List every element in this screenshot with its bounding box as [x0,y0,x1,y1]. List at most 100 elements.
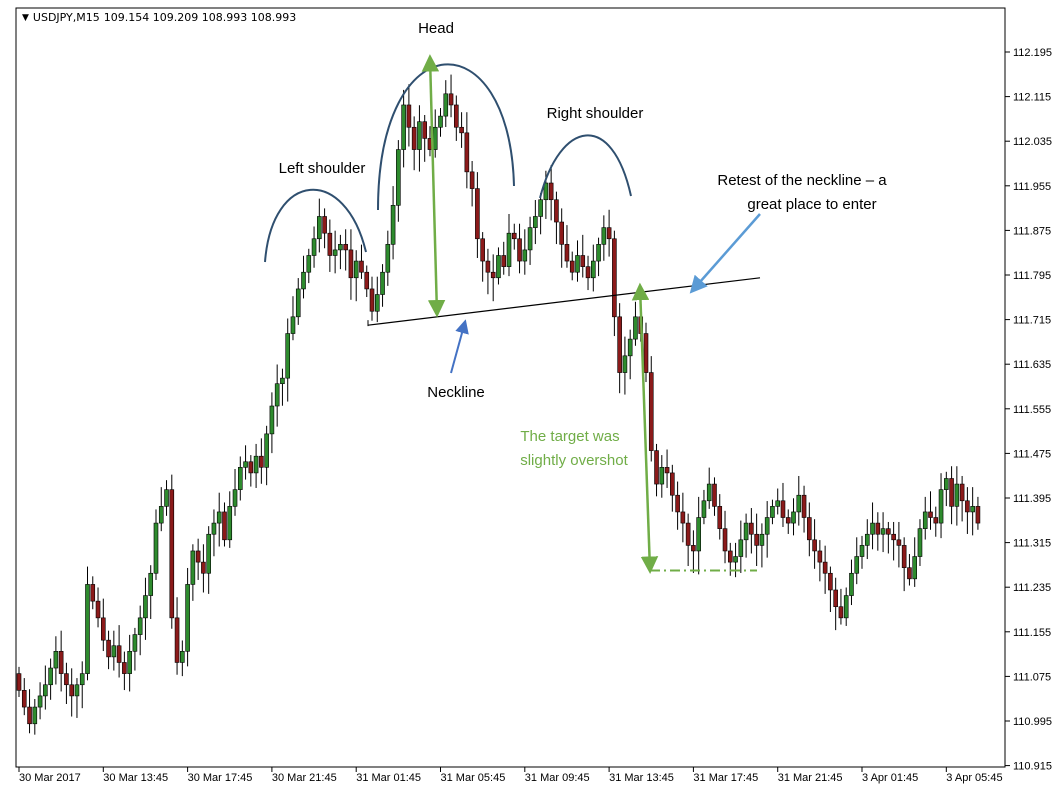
bear-candle-body [801,494,807,518]
y-tick-label: 111.635 [1013,359,1051,371]
bear-candle-body [485,260,491,273]
y-tick-label: 111.395 [1013,493,1051,505]
bear-candle-body [459,126,464,134]
candle [432,109,438,158]
bull-candle-body [633,316,638,340]
bear-candle-body [464,132,470,173]
candle [880,512,886,553]
candle [417,105,422,172]
plot-frame [15,7,1006,768]
bull-candle-body [864,533,870,546]
candle [232,469,238,516]
bear-candle-body [648,372,654,451]
candle [101,598,106,652]
neckline-label: Neckline [427,384,485,401]
candle [743,513,749,558]
bull-candle-body [870,522,875,535]
bull-candle-body [306,255,312,273]
neckline [367,277,761,326]
bear-candle-body [807,517,812,541]
chart-header: ▼ USDJPY,M15 109.154 109.209 108.993 108… [22,11,296,24]
candle [517,223,522,274]
candle [317,198,322,253]
candle [622,336,628,395]
triangle-down-icon[interactable]: ▼ [22,12,29,23]
bull-candle-body [527,227,533,251]
candle [554,191,559,245]
bull-candle-body [53,651,59,669]
candle [32,698,38,735]
bull-candle-body [385,244,391,273]
y-tick-label: 111.795 [1013,270,1051,282]
candle [627,329,633,380]
bear-candle-body [369,288,375,312]
candle [348,229,354,300]
bear-candle-body [343,244,348,251]
bear-candle-body [780,500,786,518]
candle [369,276,375,321]
candle [259,438,264,484]
bull-candle-body [311,238,317,256]
bull-candle-body [591,260,596,279]
candle [680,492,686,543]
y-tick-label: 111.875 [1013,225,1051,237]
bear-candle-body [822,561,828,574]
candle [812,519,817,569]
bull-candle-body [596,244,601,262]
candle [85,566,90,681]
candle [137,605,143,656]
bear-candle-body [875,522,881,535]
candle [764,501,770,558]
bull-candle-body [970,506,975,513]
bull-candle-body [353,260,359,279]
candle [443,80,449,127]
candle [722,510,728,564]
bear-candle-body [58,651,64,674]
candle [954,466,960,526]
bull-candle-body [796,494,802,513]
bull-candle-body [396,149,401,206]
bear-candle-body [833,589,838,608]
candle [406,84,412,147]
left-shoulder-label: Left shoulder [279,160,366,177]
candle [511,223,517,250]
bull-candle-body [601,227,607,245]
bear-candle-body [886,528,891,535]
candle [469,160,475,207]
x-tick-label: 30 Mar 21:45 [272,772,337,784]
candle [975,496,981,530]
bear-candle-body [949,478,954,507]
candle [780,482,786,527]
candle [411,116,417,171]
bear-candle-body [116,645,122,663]
bull-candle-body [954,483,960,507]
candle [180,640,185,677]
bull-candle-body [733,556,738,563]
bear-candle-body [174,617,180,663]
candle [691,530,696,573]
candle [922,496,928,540]
candle [785,509,791,534]
candle [438,108,443,137]
bear-candle-body [580,255,586,267]
candle [485,248,491,295]
bear-candle-body [169,489,175,619]
bull-candle-body [701,500,707,518]
bear-candle-body [248,461,254,474]
candle [807,502,812,557]
candle [237,456,243,501]
bull-candle-body [764,517,770,535]
bear-candle-body [612,238,617,318]
bear-candle-body [490,271,496,279]
candle [322,208,327,249]
bull-candle-body [37,695,43,708]
bear-candle-body [617,316,622,373]
candle [401,89,406,168]
candle [143,577,148,640]
bear-candle-body [691,545,696,552]
y-tick-label: 112.195 [1013,47,1052,59]
bull-candle-body [216,511,222,524]
candle [901,537,907,592]
candle [111,630,117,671]
